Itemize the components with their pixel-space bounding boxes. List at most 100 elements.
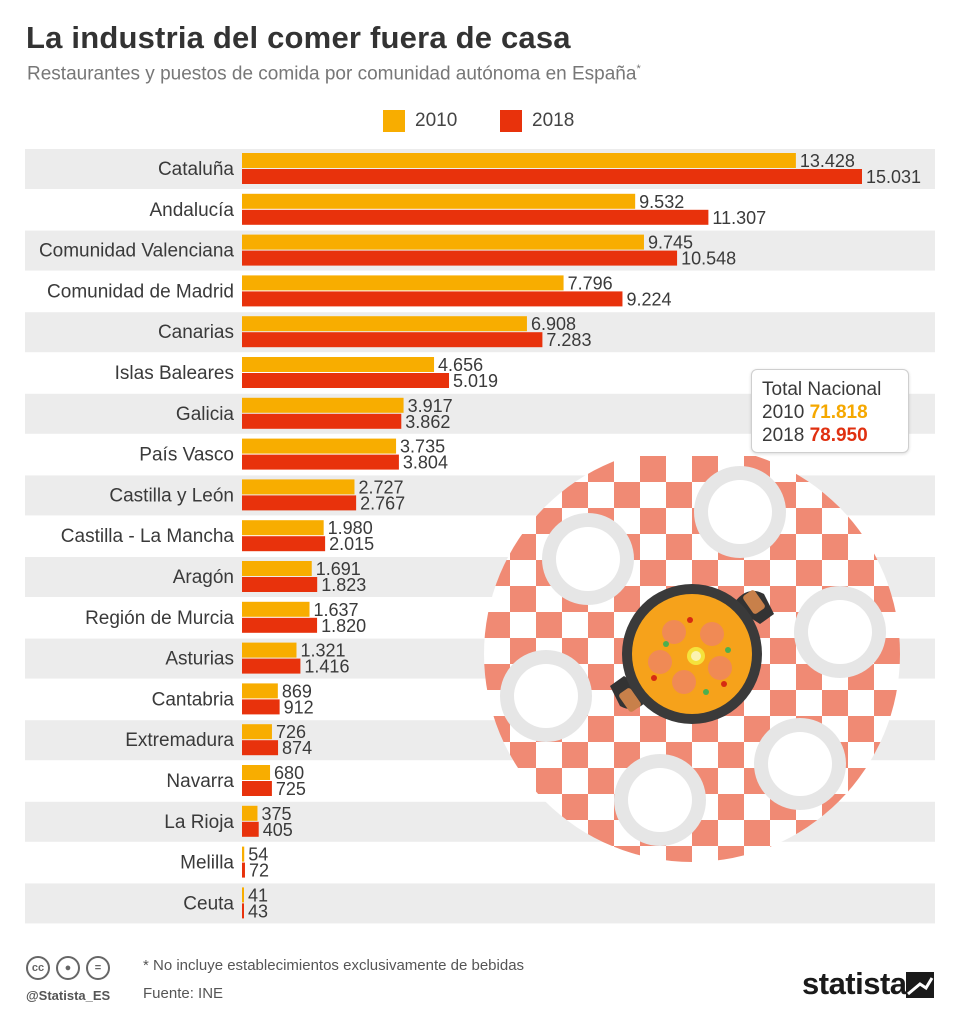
plate-icon	[694, 466, 786, 558]
bar-2018	[242, 862, 245, 878]
bar-2018	[242, 291, 623, 307]
total-nacional-title: Total Nacional	[762, 379, 882, 400]
bar-value-label: 13.428	[800, 151, 855, 171]
statista-logo[interactable]: statista	[802, 966, 907, 1001]
category-label: Navarra	[166, 771, 234, 792]
bar-2010	[242, 642, 297, 658]
bar-2018	[242, 373, 450, 388]
bar-2010	[242, 765, 271, 780]
row-band	[25, 883, 935, 924]
bar-value-label: 9.745	[648, 233, 693, 253]
bar-2010	[242, 561, 312, 576]
category-label: Cantabria	[152, 689, 235, 710]
bar-value-label: 2.767	[360, 493, 405, 513]
bar-value-label: 1.980	[328, 518, 373, 538]
bar-value-label: 15.031	[866, 167, 921, 187]
bar-value-label: 1.691	[316, 559, 361, 579]
plate-icon	[542, 513, 634, 605]
category-label: Comunidad de Madrid	[47, 281, 234, 302]
by-icon[interactable]: ●	[56, 956, 80, 980]
bar-value-label: 869	[282, 681, 312, 701]
bar-value-label: 375	[261, 804, 291, 824]
bar-value-label: 7.796	[568, 273, 613, 293]
bar-2010	[242, 520, 324, 536]
paella-pan-icon	[610, 584, 774, 724]
bar-2018	[242, 169, 862, 184]
bar-value-label: 9.224	[626, 289, 671, 309]
bar-2018	[242, 209, 709, 225]
total-value: 71.818	[809, 402, 868, 423]
total-value: 78.950	[809, 425, 868, 446]
nd-icon[interactable]: =	[86, 956, 110, 980]
bar-2010	[242, 193, 636, 209]
bar-2018	[242, 495, 357, 511]
bar-2010	[242, 234, 644, 250]
bar-value-label: 5.019	[453, 371, 498, 391]
bar-value-label: 6.908	[531, 314, 576, 334]
bar-value-label: 3.862	[405, 412, 450, 432]
category-label: Aragón	[173, 567, 234, 588]
bar-value-label: 1.820	[321, 616, 366, 636]
bar-value-label: 11.307	[712, 208, 766, 228]
bar-value-label: 3.804	[403, 453, 448, 473]
bar-2018	[242, 781, 272, 796]
bar-value-label: 1.637	[314, 600, 359, 620]
statista-logo-icon	[906, 972, 934, 998]
total-year: 2010	[762, 402, 805, 423]
bar-2010	[242, 316, 527, 332]
legend-label-2010: 2010	[415, 110, 458, 131]
bar-2010	[242, 153, 796, 168]
plate-icon	[794, 586, 886, 678]
category-label: Cataluña	[158, 159, 234, 180]
license-icons: cc ● =	[26, 956, 110, 980]
legend-swatch-2018	[500, 110, 522, 132]
paella-table-illustration	[484, 456, 900, 862]
category-label: Galicia	[176, 404, 235, 425]
cc-icon[interactable]: cc	[26, 956, 50, 980]
category-label: Castilla y León	[109, 485, 234, 506]
plates	[500, 466, 886, 846]
bar-2018	[242, 699, 280, 715]
bar-2018	[242, 536, 326, 552]
category-label: Canarias	[158, 322, 234, 343]
bar-value-label: 72	[249, 861, 269, 881]
bar-value-label: 54	[248, 845, 268, 865]
category-label: Comunidad Valenciana	[39, 241, 234, 262]
bar-2010	[242, 887, 244, 903]
plate-icon	[614, 754, 706, 846]
footnote: * No incluye establecimientos exclusivam…	[143, 957, 525, 974]
subtitle-text: Restaurantes y puestos de comida por com…	[27, 63, 637, 85]
subtitle-footnote-mark: *	[636, 63, 641, 75]
category-label: País Vasco	[139, 445, 234, 466]
bar-2010	[242, 438, 397, 454]
legend: 2010 2018	[0, 110, 960, 136]
legend-label-2018: 2018	[532, 110, 575, 131]
category-label: Asturias	[165, 649, 234, 670]
bar-2018	[242, 821, 259, 837]
total-row-2010: 2010 71.818	[762, 401, 908, 424]
bar-value-label: 874	[282, 738, 312, 758]
bar-2010	[242, 479, 355, 495]
category-label: Islas Baleares	[115, 363, 234, 384]
bar-2018	[242, 250, 678, 266]
bar-2010	[242, 275, 564, 291]
plate-icon	[500, 650, 592, 742]
bar-value-label: 7.283	[546, 330, 591, 350]
bar-2010	[242, 805, 258, 821]
category-label: Melilla	[180, 853, 234, 874]
bar-chart: Cataluña 13.428 15.031 Andalucía 9.532 11.307…	[25, 149, 935, 924]
category-label: Región de Murcia	[85, 608, 234, 629]
category-label: Extremadura	[125, 730, 234, 751]
bar-2018	[242, 740, 279, 756]
source: Fuente: INE	[143, 985, 224, 1002]
bar-2018	[242, 454, 399, 470]
bar-2010	[242, 601, 310, 617]
bar-2018	[242, 332, 543, 348]
bar-value-label: 1.823	[321, 575, 366, 595]
social-handle[interactable]: @Statista_ES	[26, 988, 111, 1003]
legend-item-2010: 2010	[383, 110, 457, 132]
bar-2018	[242, 577, 318, 592]
bar-2018	[242, 413, 402, 429]
bar-value-label: 3.917	[408, 396, 453, 416]
bar-value-label: 680	[274, 763, 304, 783]
